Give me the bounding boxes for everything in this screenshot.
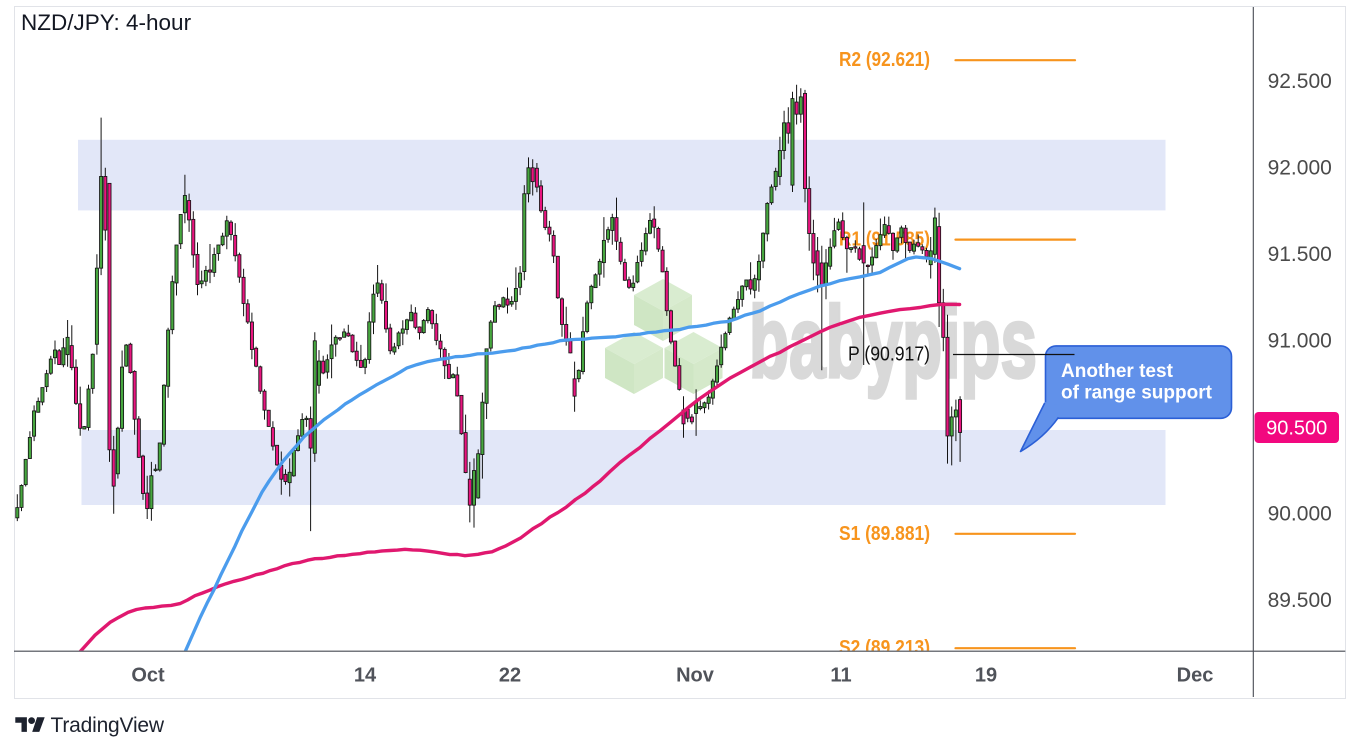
- svg-text:19: 19: [975, 665, 997, 687]
- svg-text:S1 (89.881): S1 (89.881): [839, 523, 930, 545]
- svg-text:14: 14: [354, 665, 377, 687]
- svg-text:89.500: 89.500: [1268, 589, 1332, 612]
- svg-text:Nov: Nov: [676, 665, 715, 687]
- svg-text:22: 22: [499, 665, 521, 687]
- svg-text:babypips: babypips: [749, 287, 1037, 399]
- svg-text:Oct: Oct: [131, 665, 165, 687]
- svg-text:R2 (92.621): R2 (92.621): [839, 49, 930, 71]
- svg-text:of range support: of range support: [1061, 383, 1213, 404]
- svg-text:92.500: 92.500: [1268, 70, 1332, 93]
- svg-text:91.000: 91.000: [1268, 329, 1332, 352]
- svg-text:Another test: Another test: [1061, 361, 1174, 382]
- svg-text:90.500: 90.500: [1266, 417, 1327, 439]
- svg-text:TradingView: TradingView: [51, 714, 165, 737]
- svg-text:P (90.917): P (90.917): [848, 344, 930, 366]
- svg-text:90.000: 90.000: [1268, 502, 1332, 525]
- svg-text:92.000: 92.000: [1268, 156, 1332, 179]
- svg-text:S2 (89.213): S2 (89.213): [839, 637, 930, 659]
- svg-text:91.500: 91.500: [1268, 243, 1332, 266]
- svg-text:11: 11: [830, 665, 851, 687]
- svg-text:Dec: Dec: [1177, 665, 1214, 687]
- svg-text:NZD/JPY: 4-hour: NZD/JPY: 4-hour: [21, 10, 192, 35]
